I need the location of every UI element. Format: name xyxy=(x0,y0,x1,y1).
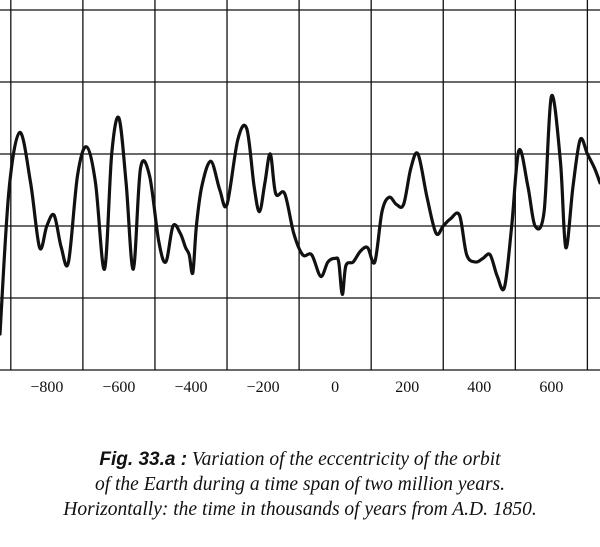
caption-line-1: Variation of the eccentricity of the orb… xyxy=(191,449,501,470)
x-tick-label: −200 xyxy=(247,379,280,396)
x-tick-label: 400 xyxy=(467,379,491,396)
x-axis-tick-labels: −800 −600 −400 −200 0 200 400 600 xyxy=(30,379,563,396)
x-tick-label: −400 xyxy=(174,379,207,396)
grid xyxy=(0,0,600,371)
eccentricity-chart: −800 −600 −400 −200 0 200 400 600 xyxy=(0,0,600,396)
x-tick-label: −800 xyxy=(30,379,63,396)
x-tick-label: 0 xyxy=(331,379,339,396)
caption-line-2: of the Earth during a time span of two m… xyxy=(94,474,506,495)
x-tick-label: 600 xyxy=(539,379,563,396)
x-tick-label: 200 xyxy=(395,379,419,396)
caption-line-3: Horizontally: the time in thousands of y… xyxy=(63,499,537,520)
x-tick-label: −600 xyxy=(102,379,135,396)
figure-caption: Fig. 33.a : Variation of the eccentricit… xyxy=(0,447,600,522)
figure-label: Fig. 33.a : xyxy=(99,449,188,470)
eccentricity-line xyxy=(0,93,600,336)
